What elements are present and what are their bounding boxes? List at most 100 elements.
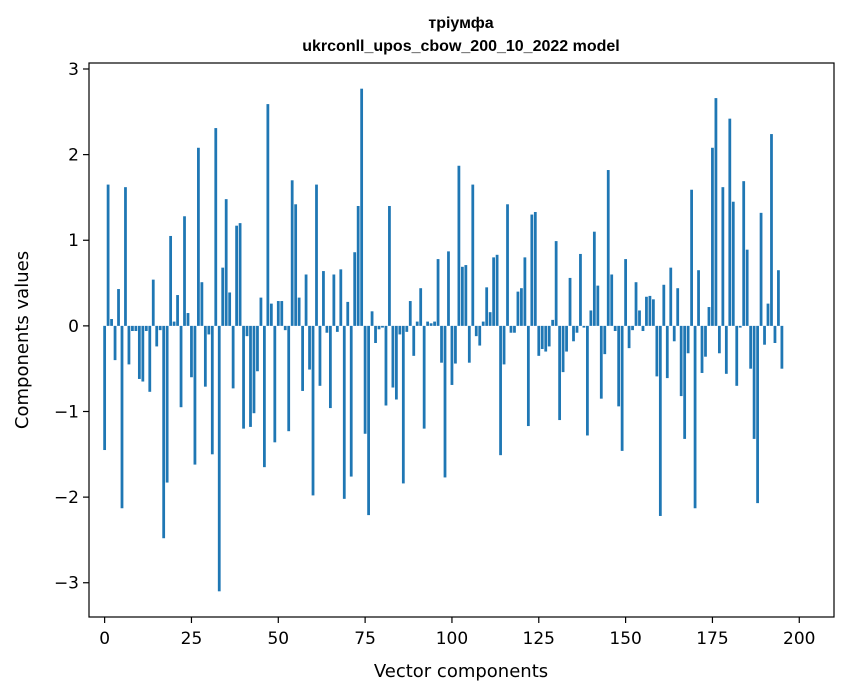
bar	[617, 325, 621, 407]
bar	[575, 325, 579, 333]
bar	[318, 325, 322, 386]
bar	[485, 287, 489, 326]
y-tick-label: 3	[68, 60, 79, 80]
bar	[148, 325, 152, 392]
bar	[106, 184, 110, 326]
bar	[252, 325, 256, 414]
bar	[502, 325, 506, 365]
bar	[558, 325, 562, 421]
bar	[547, 325, 551, 347]
bar	[137, 325, 141, 379]
bar	[509, 325, 513, 333]
bar	[506, 204, 509, 326]
bar	[513, 325, 516, 333]
bar	[596, 285, 600, 326]
bar	[266, 104, 270, 326]
bar	[665, 325, 669, 379]
y-tick-label: −1	[54, 402, 79, 422]
bar	[370, 311, 374, 326]
bar	[183, 216, 186, 326]
bar	[210, 325, 214, 455]
bar	[648, 295, 652, 326]
bar	[436, 259, 440, 326]
bar	[565, 325, 568, 352]
bar	[440, 325, 443, 363]
x-axis-label: Vector components	[374, 661, 548, 682]
y-tick-label: −3	[54, 574, 79, 594]
bar	[561, 325, 565, 373]
bar	[179, 325, 183, 408]
bar	[301, 325, 304, 391]
bar	[627, 325, 631, 349]
bar	[481, 321, 485, 326]
bar	[433, 321, 436, 326]
bar	[408, 301, 412, 326]
bar	[269, 303, 273, 326]
bar	[686, 325, 690, 354]
bar	[460, 266, 464, 326]
bar	[308, 325, 311, 370]
bar	[394, 325, 398, 400]
bar	[158, 325, 162, 331]
bar	[186, 313, 190, 326]
bar	[679, 325, 683, 397]
bar	[763, 325, 766, 345]
bar	[759, 212, 763, 326]
bar	[450, 325, 454, 385]
bar	[516, 291, 520, 326]
bar	[697, 270, 700, 326]
bar	[724, 325, 728, 374]
bar	[228, 292, 232, 326]
bar	[492, 257, 496, 326]
bar	[610, 274, 614, 326]
bar	[745, 249, 749, 326]
bar	[603, 325, 607, 355]
bar	[356, 205, 360, 326]
bar	[770, 134, 773, 326]
bar	[495, 254, 499, 326]
bar	[398, 325, 402, 335]
bar	[419, 288, 423, 326]
bar	[151, 279, 155, 326]
bar	[641, 325, 645, 332]
bar	[676, 288, 680, 326]
bar	[322, 271, 325, 326]
y-axis-ticks: −3 −2 −1 0 1 2 3	[54, 60, 89, 594]
x-tick-label: 125	[523, 629, 555, 649]
bar	[544, 325, 548, 352]
bar	[169, 235, 173, 326]
bar	[117, 289, 120, 326]
bar	[478, 325, 482, 346]
bar	[533, 211, 537, 326]
chart-title: тріумфа	[428, 15, 493, 32]
bar	[141, 325, 145, 382]
bar	[690, 189, 693, 326]
bar	[328, 325, 332, 409]
bar	[381, 325, 384, 328]
bar	[144, 325, 148, 332]
bar	[606, 170, 610, 326]
bars-group	[103, 88, 784, 592]
bar	[551, 319, 555, 326]
bar	[311, 325, 315, 496]
bar	[245, 325, 249, 337]
bar	[221, 267, 225, 326]
bar	[280, 301, 284, 326]
bar	[429, 323, 433, 326]
bar	[283, 325, 287, 331]
bar	[624, 259, 627, 326]
bar	[176, 295, 179, 326]
bar	[325, 325, 329, 333]
bar	[658, 325, 662, 516]
bar	[523, 257, 527, 326]
bar	[124, 187, 127, 326]
bar	[113, 325, 117, 361]
chart-subtitle: ukrconll_upos_cbow_200_10_2022 model	[302, 38, 619, 55]
bar	[273, 325, 277, 443]
bar	[214, 128, 218, 326]
bar	[224, 199, 228, 326]
bar	[134, 325, 138, 332]
bar	[474, 325, 478, 337]
bar	[572, 325, 575, 342]
bar	[717, 325, 721, 354]
